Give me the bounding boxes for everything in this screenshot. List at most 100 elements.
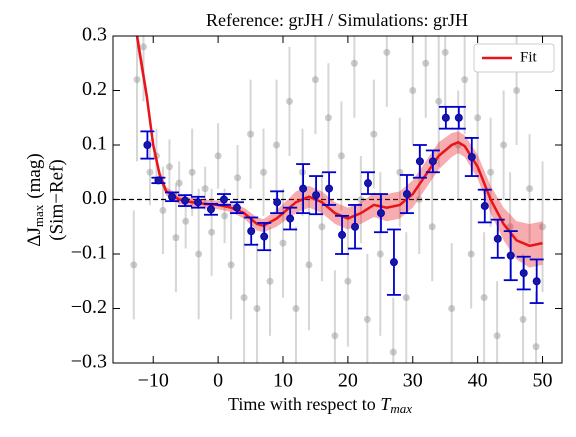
binned-point: [299, 184, 308, 193]
bg-point: [331, 332, 339, 340]
y-tick-label: −0.3: [71, 351, 107, 373]
binned-point: [168, 192, 177, 201]
bg-point: [500, 141, 508, 149]
y-label-sub: max: [31, 204, 46, 227]
bg-point: [227, 261, 235, 269]
x-tick-label: 20: [338, 370, 358, 392]
bg-point: [396, 168, 404, 176]
bg-point: [441, 48, 449, 56]
axes: −10 0 10 20 30 40 50 −0.3 −0.2 −0.1 0.0 0.1 0.2 0.3 Fi…: [71, 24, 563, 392]
x-tick-label: 40: [468, 370, 488, 392]
legend-box: [473, 43, 555, 73]
binned-point: [402, 190, 411, 199]
bg-point: [311, 76, 319, 84]
bg-point: [201, 185, 209, 193]
binned-point: [363, 179, 372, 188]
y-tick-label: −0.1: [71, 242, 107, 264]
binned-point: [286, 214, 295, 223]
bg-point: [435, 97, 443, 105]
bg-point: [344, 277, 352, 285]
binned-point: [441, 113, 450, 122]
bg-point: [285, 97, 293, 105]
bg-point: [234, 174, 242, 182]
bg-point: [247, 130, 255, 138]
binned-point: [428, 157, 437, 166]
binned-point: [493, 234, 502, 243]
binned-point: [312, 191, 321, 200]
bg-point: [428, 223, 436, 231]
bg-point: [318, 223, 326, 231]
x-tick-label: 30: [403, 370, 423, 392]
y-label-unit: (mag): [24, 153, 45, 198]
bg-point: [370, 130, 378, 138]
binned-point: [376, 209, 385, 218]
bg-point: [493, 332, 501, 340]
binned-point: [351, 222, 360, 231]
bg-point: [221, 212, 229, 220]
bg-point: [383, 48, 391, 56]
bg-point: [139, 43, 147, 51]
y-tick-label: 0.3: [82, 24, 107, 46]
bg-point: [159, 206, 167, 214]
bg-point: [376, 250, 384, 258]
bg-point: [363, 315, 371, 323]
bg-point: [324, 114, 332, 122]
bg-point: [487, 168, 495, 176]
x-axis-label: Time with respect to Tmax: [228, 394, 412, 416]
binned-point: [467, 152, 476, 161]
chart-title: Reference: grJH / Simulations: grJH: [206, 10, 468, 30]
bg-point: [279, 239, 287, 247]
bg-point: [480, 294, 488, 302]
bg-point: [260, 168, 268, 176]
bg-point: [448, 305, 456, 312]
x-tick-label: 10: [273, 370, 293, 392]
binned-point: [143, 141, 152, 149]
binned-point: [154, 176, 163, 185]
bg-point: [214, 152, 222, 160]
binned-point: [181, 196, 190, 205]
bg-point: [208, 228, 216, 236]
x-label-text: Time with respect to: [228, 394, 376, 414]
bg-point: [467, 250, 475, 258]
binned-point: [389, 258, 398, 267]
legend-label: Fit: [520, 49, 538, 65]
bg-point: [175, 179, 183, 187]
binned-point: [506, 251, 515, 260]
y-tick-label: 0.2: [82, 78, 107, 100]
bg-point: [305, 261, 313, 269]
x-label-sub: max: [390, 401, 412, 416]
bg-point: [273, 141, 281, 149]
bg-point: [357, 196, 365, 203]
bg-point: [146, 168, 154, 176]
y-label-line2: (Sim−Ref): [46, 159, 67, 240]
binned-point: [260, 232, 269, 241]
bg-point: [422, 59, 430, 67]
binned-point: [193, 198, 202, 207]
y-label-line1: ΔJmax (mag): [24, 153, 46, 246]
bg-point: [165, 163, 173, 171]
bg-point: [337, 152, 345, 160]
plot-area: [113, 36, 562, 363]
bg-point: [350, 59, 358, 67]
bg-point: [539, 223, 547, 231]
binned-point: [219, 195, 228, 204]
bg-point: [240, 294, 248, 302]
legend: Fit: [473, 43, 555, 73]
binned-point: [232, 203, 241, 212]
y-tick-label: −0.2: [71, 296, 107, 318]
y-tick-label: 0.0: [82, 187, 107, 209]
binned-point: [338, 230, 347, 239]
bg-point: [474, 114, 482, 122]
x-tick-label: −10: [138, 370, 169, 392]
binned-point: [519, 269, 528, 278]
bg-point: [526, 185, 534, 193]
bg-point: [172, 234, 180, 242]
binned-point: [325, 184, 334, 193]
bg-point: [461, 76, 469, 84]
y-tick-label: 0.1: [82, 133, 107, 155]
x-tick-label: 0: [213, 370, 223, 392]
binned-point: [454, 113, 463, 122]
binned-point: [247, 227, 256, 236]
bg-point: [292, 305, 300, 312]
